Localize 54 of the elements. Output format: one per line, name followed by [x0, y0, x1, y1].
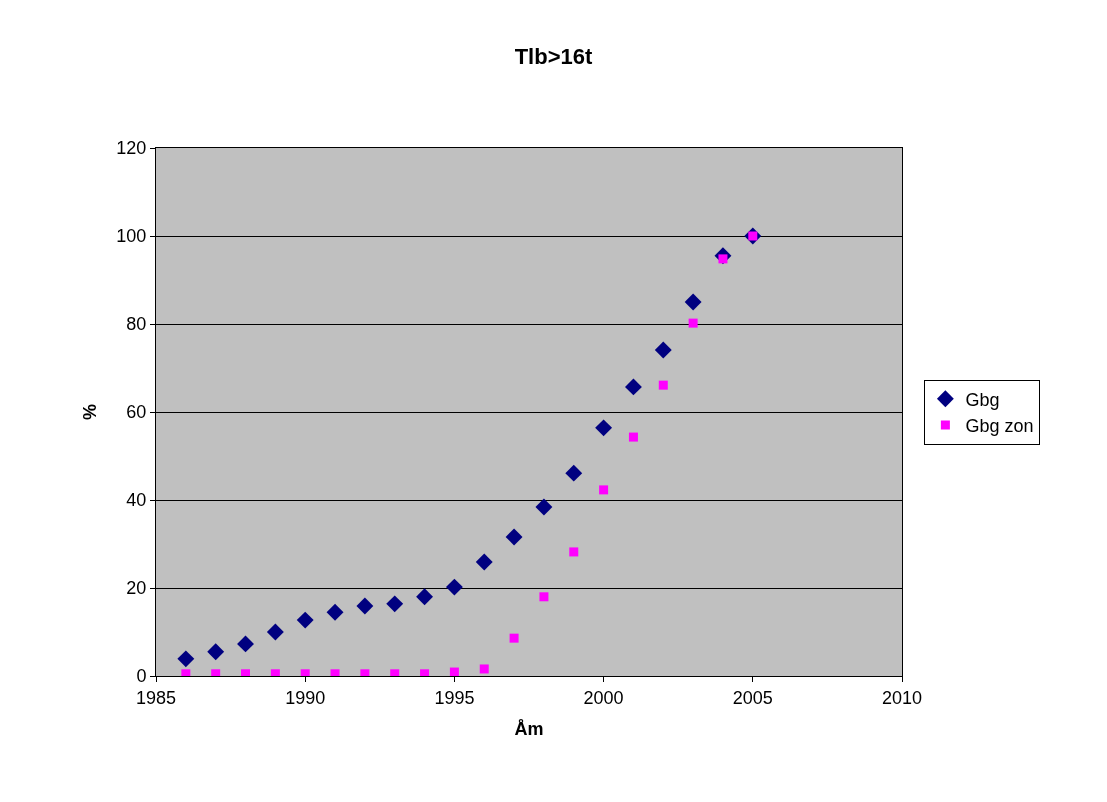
point — [181, 669, 191, 676]
point — [416, 588, 434, 606]
point — [420, 669, 430, 676]
y-tick-label: 60 — [126, 402, 147, 423]
point — [241, 669, 251, 676]
x-tick-label: 1985 — [135, 687, 177, 708]
point — [445, 578, 463, 596]
point — [658, 380, 668, 390]
x-tick-label: 2005 — [732, 687, 773, 708]
chart-title: Tlb>16t — [514, 43, 593, 69]
point — [569, 547, 579, 557]
point — [599, 485, 609, 495]
point — [479, 664, 489, 674]
point — [266, 623, 284, 641]
point — [296, 611, 314, 629]
point — [505, 528, 523, 546]
point — [509, 633, 519, 643]
x-axis-title: Åm — [514, 718, 544, 739]
point — [688, 318, 698, 328]
x-tick-label: 1990 — [285, 687, 326, 708]
point — [595, 419, 613, 437]
y-tick-label: 120 — [116, 138, 147, 159]
y-tick-label: 0 — [136, 666, 147, 687]
x-tick-label: 2000 — [583, 687, 624, 708]
point — [628, 432, 638, 442]
point — [211, 669, 221, 676]
point — [386, 595, 404, 613]
x-tick-label: 2010 — [881, 687, 923, 708]
point — [535, 498, 553, 516]
point — [177, 650, 195, 668]
y-tick-label: 100 — [116, 226, 147, 247]
point — [684, 293, 702, 311]
x-tick-label: 1995 — [434, 687, 475, 708]
point — [356, 597, 374, 615]
point — [300, 669, 310, 676]
point — [237, 635, 254, 653]
y-tick-label: 40 — [126, 490, 147, 511]
y-tick-label: 20 — [126, 578, 147, 599]
legend-label: Gbg — [965, 389, 1000, 410]
point — [624, 378, 642, 396]
point — [654, 341, 672, 359]
y-axis-title: % — [79, 403, 100, 421]
point — [330, 669, 340, 676]
point — [207, 643, 225, 661]
point — [565, 464, 583, 482]
point — [475, 553, 493, 571]
point — [539, 592, 549, 602]
point — [449, 667, 459, 676]
point — [390, 669, 400, 676]
point — [326, 603, 344, 621]
point — [360, 669, 370, 676]
legend-label: Gbg zon — [965, 416, 1034, 437]
y-tick-label: 80 — [126, 314, 147, 335]
point — [270, 669, 280, 676]
